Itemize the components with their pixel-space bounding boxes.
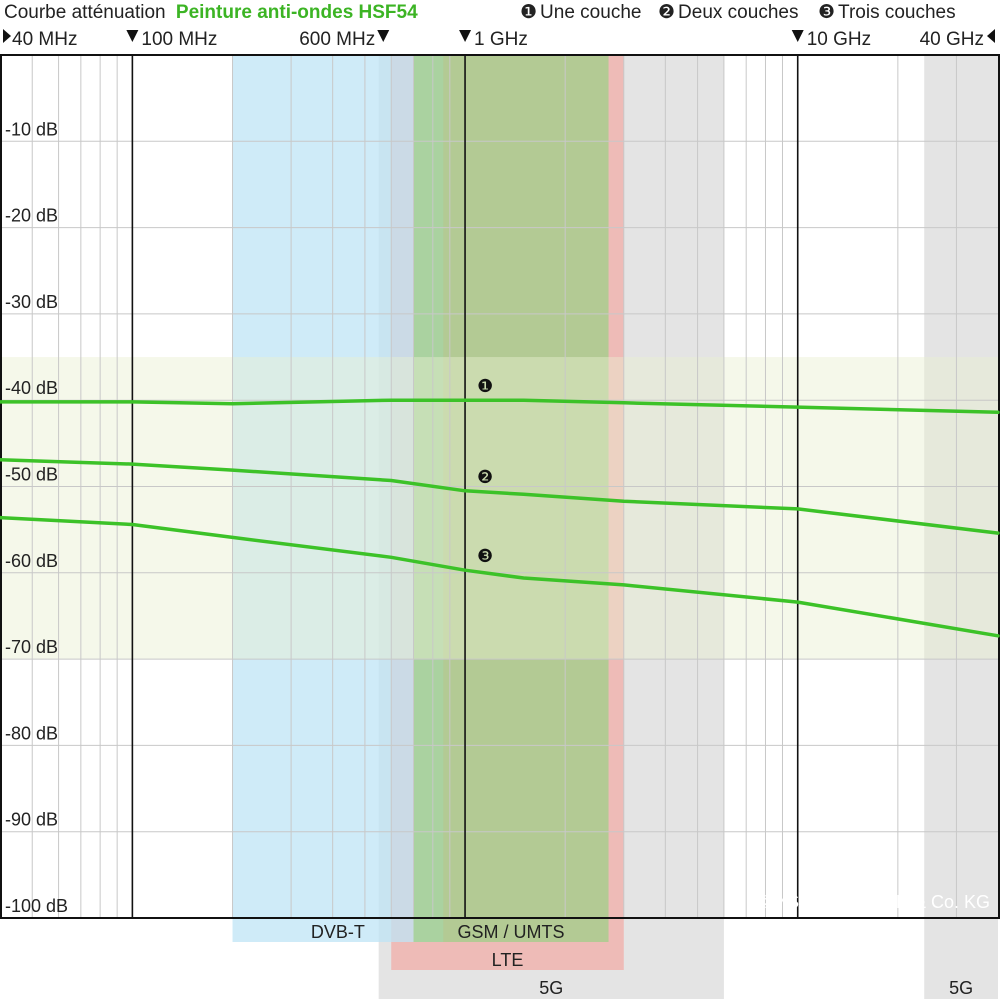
chart-title: Courbe atténuation Peinture anti-ondes H…: [4, 2, 418, 23]
y-tick-label: -100 dB: [5, 896, 68, 916]
legend-entry-3: ❸ Trois couches: [818, 2, 956, 23]
x-marker: 100 MHz: [126, 29, 217, 50]
x-marker-triangle: [459, 30, 472, 42]
x-marker-triangle: [377, 30, 390, 42]
series-marker-3: ❸: [477, 546, 493, 566]
legend-marker: ❷: [658, 2, 675, 23]
x-marker-label: 600 MHz: [299, 29, 375, 50]
y-tick-label: -80 dB: [5, 723, 58, 743]
y-tick-label: -40 dB: [5, 378, 58, 398]
x-marker: 40 MHz: [3, 29, 77, 50]
x-marker: 600 MHz: [299, 29, 390, 50]
y-tick-label: -50 dB: [5, 465, 58, 485]
x-marker: 10 GHz: [791, 29, 871, 50]
series-marker-1: ❶: [477, 376, 493, 396]
series-line-1: [0, 398, 1000, 415]
y-tick-label: -70 dB: [5, 637, 58, 657]
legend-marker: ❸: [818, 2, 835, 23]
band-label: LTE: [492, 950, 524, 970]
band-dvb-t-0: [232, 55, 444, 942]
x-marker-triangle: [791, 30, 804, 42]
legend-entry-1: ❶ Une couche: [520, 2, 641, 23]
band-label: DVB-T: [311, 922, 365, 942]
series-line-3: [0, 515, 1000, 638]
chart-title-prefix: Courbe atténuation: [4, 2, 166, 23]
series-line-2: [0, 457, 1000, 535]
legend-label: Trois couches: [838, 2, 956, 23]
legend-marker: ❶: [520, 2, 537, 23]
x-marker-label: 10 GHz: [807, 29, 871, 50]
y-tick-label: -10 dB: [5, 119, 58, 139]
y-tick-label: -30 dB: [5, 292, 58, 312]
y-tick-label: -20 dB: [5, 206, 58, 226]
band-label: 5G: [539, 978, 563, 998]
x-marker: 40 GHz: [920, 29, 995, 50]
plot-frame: [0, 54, 1000, 919]
y-axis-tick-labels: -10 dB -20 dB -30 dB -40 dB -50 dB -60 dB -70 …: [5, 119, 68, 916]
x-marker-label: 100 MHz: [141, 29, 217, 50]
x-marker-triangle: [3, 29, 11, 43]
series-marker-2: ❷: [477, 467, 493, 487]
band-label: GSM / UMTS: [458, 922, 565, 942]
legend-label: Deux couches: [678, 2, 798, 23]
attenuation-series: ❶ ❷ ❸: [0, 376, 1000, 638]
copyright-watermark: © YSHIELD GmbH & Co. KG: [757, 892, 990, 912]
band-labels: 5G 5G LTE DVB-T GSM / UMTS: [311, 922, 973, 998]
frequency-bands: [232, 55, 998, 999]
chart-legend: ❶ Une couche ❷ Deux couches ❸ Trois couches: [520, 2, 956, 23]
x-marker: 1 GHz: [459, 29, 528, 50]
x-marker-label: 40 GHz: [920, 29, 984, 50]
x-marker-triangle: [987, 29, 995, 43]
x-marker-label: 1 GHz: [474, 29, 528, 50]
legend-label: Une couche: [540, 2, 641, 23]
band-label: 5G: [949, 978, 973, 998]
legend-entry-2: ❷ Deux couches: [658, 2, 798, 23]
y-tick-label: -60 dB: [5, 551, 58, 571]
x-marker-label: 40 MHz: [12, 29, 77, 50]
x-marker-triangle: [126, 30, 139, 42]
x-axis-frequency-markers: 40 MHz 100 MHz 600 MHz 1 GHz 10 GHz 40 GHz: [3, 29, 995, 50]
chart-title-product: Peinture anti-ondes HSF54: [176, 2, 418, 23]
y-tick-label: -90 dB: [5, 810, 58, 830]
